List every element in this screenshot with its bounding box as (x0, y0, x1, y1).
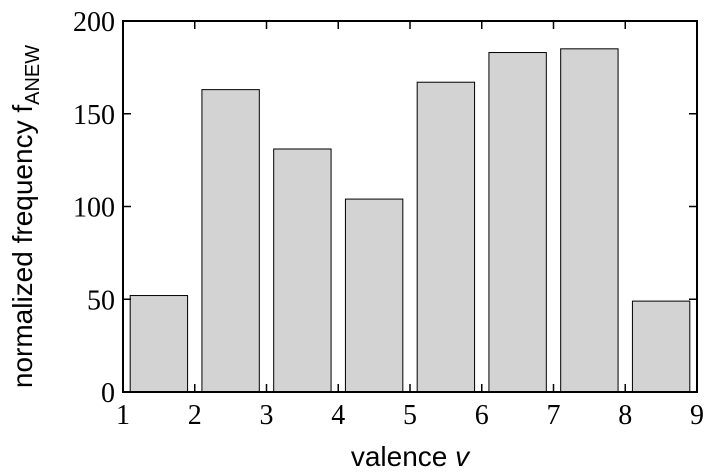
bar-1 (129, 295, 189, 393)
bar-8 (631, 300, 691, 393)
x-tick-label-1: 1 (116, 400, 130, 431)
x-tick-label-5: 5 (403, 400, 417, 431)
y-axis-label-subscript: ANEW (22, 45, 44, 105)
x-axis-label-text: valence (351, 441, 455, 472)
y-tick-label-150: 150 (73, 100, 115, 131)
x-tick-label-9: 9 (690, 400, 704, 431)
x-tick-label-3: 3 (260, 400, 274, 431)
y-tick-label-100: 100 (73, 193, 115, 224)
tick-labels-layer: 1 2 3 4 5 6 7 8 9 0 50 100 150 200 (73, 7, 704, 431)
bars-layer (129, 48, 691, 393)
x-axis-label: valence v (351, 441, 471, 472)
bar-6 (488, 52, 547, 393)
bar-2 (201, 89, 260, 393)
x-tick-label-8: 8 (618, 400, 632, 431)
x-tick-label-7: 7 (547, 400, 561, 431)
y-tick-label-0: 0 (101, 378, 115, 409)
y-tick-label-200: 200 (73, 7, 115, 38)
y-axis-label-text: normalized frequency f (7, 105, 38, 388)
x-tick-label-2: 2 (188, 400, 202, 431)
x-axis-label-variable: v (455, 441, 471, 472)
x-tick-label-6: 6 (475, 400, 489, 431)
bar-4 (344, 198, 404, 393)
ticks-layer (122, 20, 698, 393)
bar-3 (273, 148, 332, 393)
y-axis-label: normalized frequency fANEW (7, 45, 44, 388)
x-tick-label-4: 4 (331, 400, 345, 431)
y-tick-label-50: 50 (87, 285, 115, 316)
bar-7 (560, 48, 619, 393)
bar-5 (416, 81, 476, 393)
